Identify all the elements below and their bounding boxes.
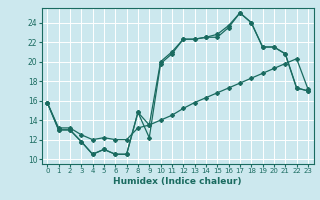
X-axis label: Humidex (Indice chaleur): Humidex (Indice chaleur) xyxy=(113,177,242,186)
